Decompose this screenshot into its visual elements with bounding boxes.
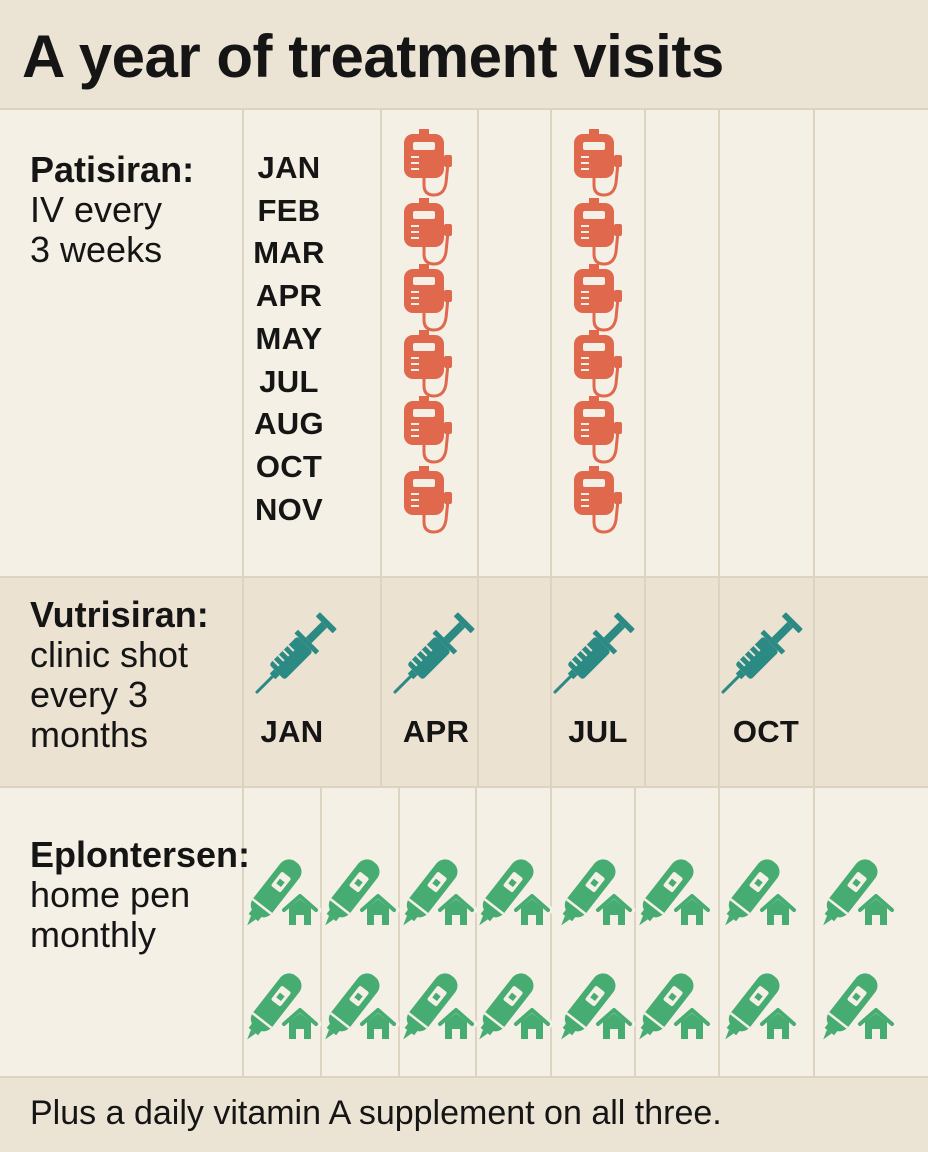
iv-bag-icon [574, 264, 622, 332]
pen-with-house-icon [403, 859, 478, 926]
grid-divider [242, 786, 244, 1076]
iv-bag-icon [404, 198, 452, 266]
title-band [0, 0, 928, 108]
iv-bag-icon [404, 396, 452, 464]
eplontersen-desc-line: monthly [30, 914, 157, 955]
month-label: JAN [260, 714, 324, 749]
grid-divider [718, 786, 720, 1076]
grid-divider [813, 108, 815, 786]
iv-bag-icon [404, 330, 452, 398]
drug-name-eplontersen: Eplontersen: [30, 834, 251, 875]
month-label: MAY [255, 320, 323, 356]
month-label: NOV [254, 491, 324, 527]
iv-bag-icon [404, 129, 452, 197]
vutrisiran-desc-line: clinic shot [30, 634, 189, 675]
iv-bag-icon [574, 129, 622, 197]
pen-with-house-icon [561, 859, 636, 926]
month-label: APR [255, 278, 323, 314]
vutrisiran-desc-line: every 3 [30, 674, 149, 715]
pen-with-house-icon [725, 973, 800, 1040]
pen-with-house-icon [247, 859, 322, 926]
footnote: Plus a daily vitamin A supplement on all… [30, 1094, 722, 1132]
grid-divider [0, 108, 928, 110]
patisiran-label: Patisiran: IV every 3 weeks [30, 150, 194, 270]
grid-divider [475, 786, 477, 1076]
month-label: JAN [257, 150, 321, 185]
footnote-band [0, 1076, 928, 1152]
patisiran-desc-line: 3 weeks [30, 229, 163, 270]
grid-divider [0, 1076, 928, 1078]
iv-bag-icon [574, 330, 622, 398]
pen-with-house-icon [247, 973, 322, 1040]
page-title: A year of treatment visits [22, 23, 724, 90]
pen-with-house-icon [823, 973, 898, 1040]
vutrisiran-row [0, 576, 928, 786]
month-label: AUG [254, 406, 324, 442]
grid-divider [320, 786, 322, 1076]
pen-with-house-icon [325, 973, 400, 1040]
vutrisiran-desc-line: months [30, 714, 149, 755]
pen-with-house-icon [561, 973, 636, 1040]
pen-with-house-icon [479, 973, 554, 1040]
month-label: JUL [259, 363, 319, 399]
pen-with-house-icon [325, 859, 400, 926]
syringe-icon [553, 612, 635, 694]
grid-divider [550, 108, 552, 786]
pen-with-house-icon [479, 859, 554, 926]
iv-bag-icon [574, 396, 622, 464]
month-label: JUL [568, 714, 628, 749]
patisiran-row [0, 108, 928, 576]
iv-bag-icon [404, 264, 452, 332]
pen-with-house-icon [639, 973, 714, 1040]
month-label: MAR [253, 235, 325, 271]
grid-divider [0, 786, 928, 788]
grid-divider [634, 786, 636, 1076]
grid-divider [380, 108, 382, 786]
pen-with-house-icon [639, 859, 714, 926]
grid-divider [242, 108, 244, 786]
grid-divider [477, 108, 479, 786]
grid-divider [0, 576, 928, 578]
grid-divider [813, 786, 815, 1076]
pen-with-house-icon [823, 859, 898, 926]
iv-bag-icon [574, 466, 622, 534]
eplontersen-label: Eplontersen: home pen monthly [30, 835, 250, 955]
grid-divider [550, 786, 552, 1076]
patisiran-desc-line: IV every [30, 189, 163, 230]
month-label: APR [402, 714, 470, 749]
syringe-icon [255, 612, 337, 694]
month-label: OCT [255, 448, 323, 484]
grid-divider [398, 786, 400, 1076]
month-label: FEB [257, 192, 321, 228]
iv-bag-icon [574, 198, 622, 266]
pen-with-house-icon [725, 859, 800, 926]
month-label: OCT [732, 714, 800, 749]
iv-bag-icon [404, 466, 452, 534]
drug-name-vutrisiran: Vutrisiran: [30, 594, 209, 635]
drug-name-patisiran: Patisiran: [30, 149, 195, 190]
syringe-icon [393, 612, 475, 694]
grid-divider [644, 108, 646, 786]
grid-divider [718, 108, 720, 786]
syringe-icon [721, 612, 803, 694]
pen-with-house-icon [403, 973, 478, 1040]
vutrisiran-label: Vutrisiran: clinic shot every 3 months [30, 595, 209, 755]
eplontersen-desc-line: home pen [30, 874, 191, 915]
